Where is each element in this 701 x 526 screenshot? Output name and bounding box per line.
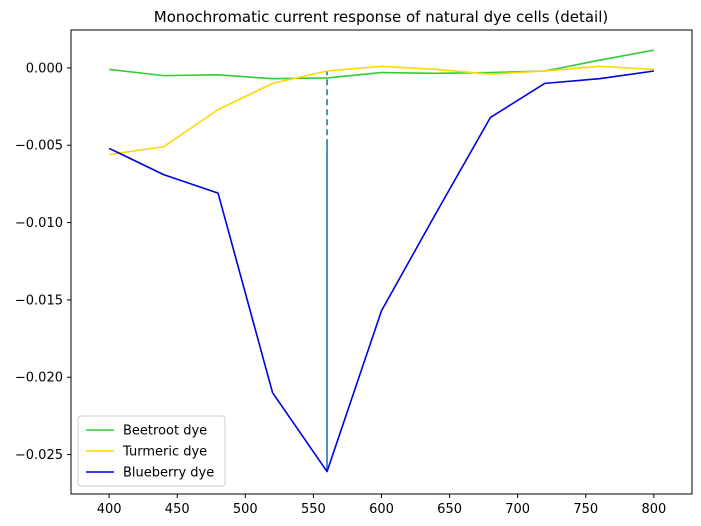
x-tick-label: 800	[641, 502, 666, 517]
y-tick-label: −0.020	[15, 371, 63, 386]
legend-label: Blueberry dye	[123, 466, 214, 481]
series-line-beetroot-dye	[109, 49, 655, 80]
y-axis: 0.000 −0.005 −0.010 −0.015 −0.020 −0.025	[15, 61, 71, 463]
x-tick-label: 700	[505, 502, 530, 517]
legend-label: Beetroot dye	[123, 424, 207, 439]
x-tick-label: 550	[301, 502, 326, 517]
x-axis: 400 450 500 550 600 650 700 750 800	[97, 494, 666, 517]
x-tick-label: 650	[437, 502, 462, 517]
series-line-blueberry-dye	[108, 70, 654, 473]
y-tick-label: −0.025	[15, 448, 63, 463]
series-line-turmeric-dye	[109, 65, 654, 156]
legend: Beetroot dye Turmeric dye Blueberry dye	[77, 415, 226, 487]
y-tick-label: −0.015	[15, 293, 63, 308]
legend-box	[77, 415, 226, 487]
x-tick-label: 450	[165, 502, 190, 517]
chart-title: Monochromatic current response of natura…	[154, 8, 608, 26]
x-tick-label: 600	[369, 502, 394, 517]
y-tick-label: 0.000	[26, 61, 63, 76]
legend-label: Turmeric dye	[122, 445, 207, 460]
plot-area	[108, 49, 655, 473]
y-tick-label: −0.005	[15, 139, 63, 154]
y-tick-label: −0.010	[15, 216, 63, 231]
x-tick-label: 750	[573, 502, 598, 517]
x-tick-label: 400	[97, 502, 122, 517]
x-tick-label: 500	[233, 502, 258, 517]
